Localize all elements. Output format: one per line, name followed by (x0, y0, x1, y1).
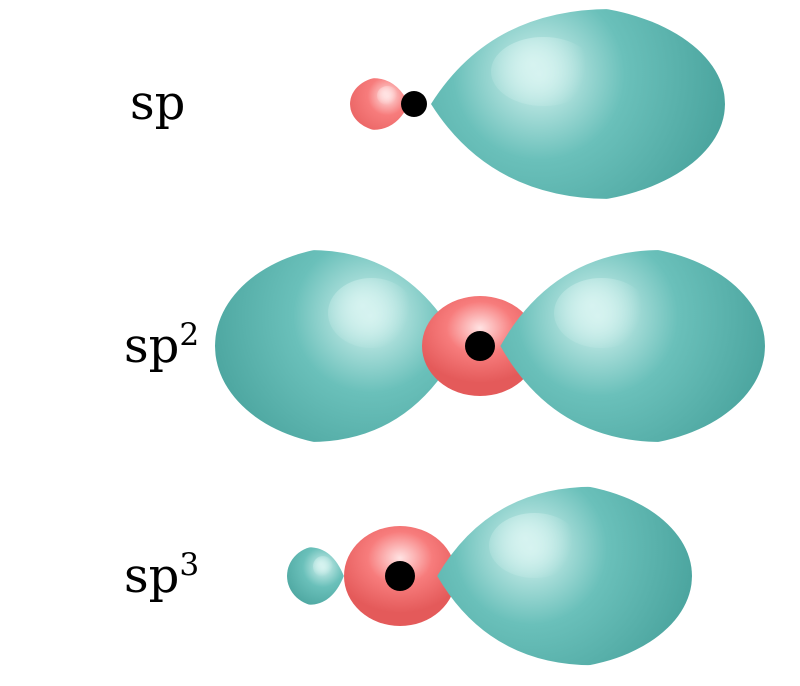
label-sp3: sp3 (124, 548, 199, 604)
orbital-lobe (495, 246, 765, 446)
orbital-diagram: sp sp2 sp3 (0, 0, 800, 686)
lobe-highlight (489, 513, 580, 578)
label-sp: sp (130, 75, 185, 131)
orbital-lobe (432, 483, 692, 669)
lobe-highlight (554, 278, 649, 348)
lobe-highlight (328, 278, 416, 348)
lobe-highlight (313, 556, 333, 577)
nucleus-dot (401, 91, 427, 117)
nucleus-dot (465, 331, 495, 361)
nucleus-dot (385, 561, 415, 591)
orbital-lobe (287, 546, 345, 606)
label-sp2: sp2 (124, 318, 199, 374)
lobe-highlight (377, 86, 398, 105)
lobe-highlight (491, 37, 596, 106)
orbital-lobe (425, 5, 725, 203)
